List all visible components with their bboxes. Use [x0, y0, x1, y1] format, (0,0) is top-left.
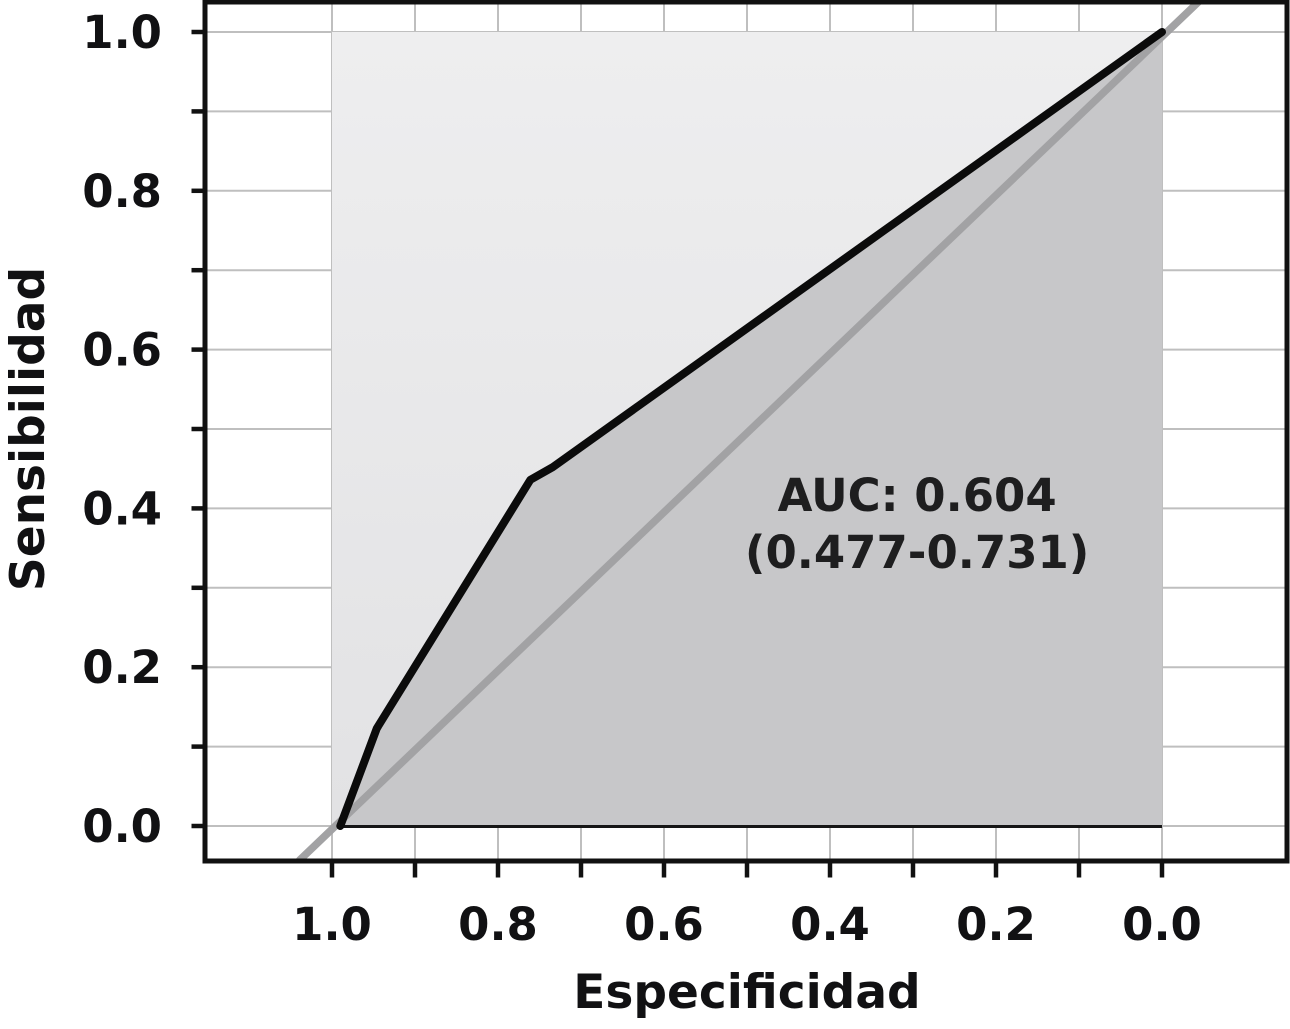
- y-tick-label: 0.6: [82, 324, 162, 377]
- x-tick-label: 1.0: [292, 898, 372, 951]
- y-tick-label: 0.0: [82, 800, 162, 853]
- y-tick-label: 1.0: [82, 6, 162, 59]
- roc-curve-line: [336, 28, 1166, 830]
- y-tick-label: 0.2: [82, 641, 162, 694]
- curves: [295, 2, 1203, 861]
- x-tick-label: 0.8: [458, 898, 538, 951]
- x-tick-label: 0.6: [624, 898, 704, 951]
- x-tick-label: 0.4: [790, 898, 870, 951]
- x-tick-label: 0.0: [1122, 898, 1202, 951]
- tick-labels: 1.0 0.8 0.6 0.4 0.2 0.0 0.0 0.2 0.4 0.6 0.8 1.0: [82, 6, 1202, 951]
- y-tick-label: 0.4: [82, 482, 162, 535]
- x-axis-title: Especificidad: [573, 965, 920, 1020]
- x-tick-label: 0.2: [956, 898, 1036, 951]
- y-axis-title: Sensibilidad: [1, 267, 56, 591]
- axis-ticks: [191, 29, 1165, 878]
- auc-annotation-ci: (0.477-0.731): [745, 526, 1090, 579]
- auc-annotation-value: AUC: 0.604: [778, 469, 1057, 522]
- reference-diagonal-line: [295, 2, 1203, 861]
- y-tick-label: 0.8: [82, 165, 162, 218]
